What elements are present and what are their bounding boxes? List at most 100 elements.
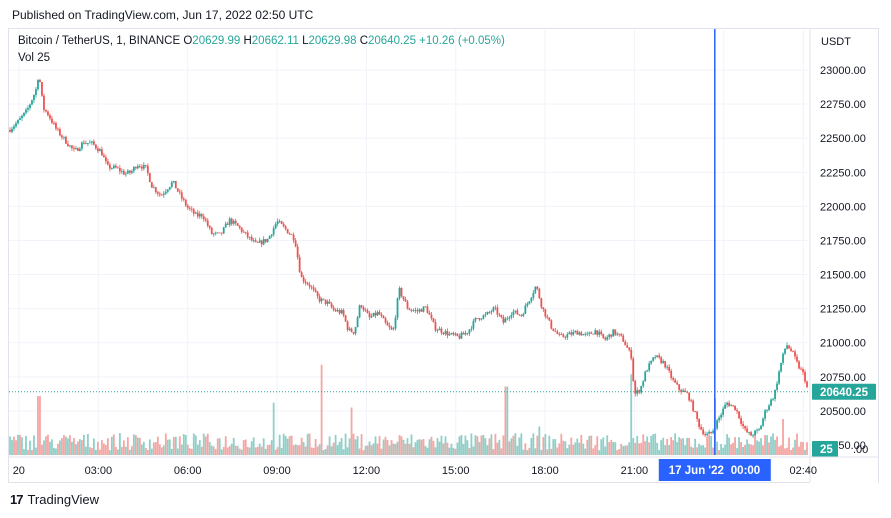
- volume-bar: [414, 442, 417, 455]
- candle-body: [180, 192, 183, 199]
- volume-bar: [632, 438, 635, 455]
- volume-bar: [49, 441, 51, 455]
- candle-body: [788, 345, 790, 349]
- candle-body: [304, 281, 307, 284]
- price-axis: [810, 29, 878, 483]
- crosshair-time-text: 00:00: [731, 465, 760, 477]
- volume-bar: [426, 447, 429, 455]
- volume-bar: [592, 448, 595, 455]
- candle-body: [114, 165, 117, 168]
- candle-body: [762, 418, 764, 426]
- candle-body: [612, 329, 615, 337]
- volume-bar: [782, 418, 784, 455]
- volume-bar: [136, 437, 139, 455]
- candle-body: [266, 238, 269, 242]
- volume-bar: [160, 447, 163, 455]
- time-tick-label: 21:00: [621, 465, 649, 477]
- volume-bar: [192, 433, 195, 455]
- candle-body: [728, 402, 730, 407]
- candle-body: [472, 320, 475, 329]
- volume-bar: [71, 441, 73, 455]
- volume-bar: [706, 436, 709, 455]
- candle-body: [138, 166, 141, 167]
- candle-body: [226, 223, 229, 225]
- volume-bar: [604, 446, 607, 455]
- volume-bar: [264, 448, 267, 455]
- volume-bar: [31, 450, 33, 455]
- volume-bar: [63, 435, 65, 455]
- volume-bar: [200, 446, 203, 455]
- volume-bar: [33, 435, 35, 455]
- volume-bar: [230, 443, 233, 455]
- candle-body: [65, 136, 67, 144]
- candle-body: [47, 111, 49, 116]
- volume-bar: [272, 402, 275, 455]
- volume-bar: [502, 435, 505, 455]
- volume-bar: [340, 438, 343, 455]
- volume-bar: [338, 441, 341, 455]
- candle-body: [182, 198, 185, 200]
- candle-body: [104, 157, 107, 162]
- candle-body: [586, 333, 589, 335]
- volume-bar: [746, 439, 748, 455]
- candle-body: [41, 82, 43, 96]
- candle-body: [682, 390, 685, 392]
- volume-bar: [81, 440, 83, 455]
- volume-bar: [378, 436, 381, 455]
- candle-body: [134, 167, 137, 169]
- candle-body: [366, 310, 369, 314]
- candles: [9, 78, 808, 438]
- candle-body: [35, 89, 37, 96]
- candle-body: [244, 231, 247, 233]
- candle-body: [102, 155, 105, 158]
- candle-body: [790, 348, 792, 351]
- tradingview-logo[interactable]: 17 TradingView: [10, 492, 99, 507]
- volume-bar: [732, 442, 734, 455]
- candle-body: [588, 332, 591, 334]
- volume-bar: [326, 445, 329, 455]
- symbol-label: Bitcoin / TetherUS, 1, BINANCE: [18, 35, 181, 47]
- candle-body: [202, 216, 205, 220]
- volume-bar: [550, 448, 553, 455]
- volume-bar: [542, 437, 545, 455]
- candle-body: [192, 209, 195, 214]
- volume-bar: [666, 438, 669, 455]
- candle-body: [756, 429, 758, 431]
- volume-bar: [516, 445, 519, 455]
- volume-bar: [166, 439, 169, 455]
- volume-bar: [344, 433, 347, 455]
- candle-body: [456, 333, 459, 337]
- candle-body: [154, 187, 157, 193]
- candle-body: [176, 188, 179, 192]
- volume-bar: [364, 446, 367, 455]
- volume-bar: [270, 440, 273, 455]
- volume-bar: [92, 438, 95, 455]
- candle-body: [642, 381, 645, 387]
- candle-body: [92, 141, 95, 145]
- crosshair-date-text: 17 Jun '22: [669, 465, 724, 477]
- candle-body: [232, 220, 235, 224]
- candle-body: [290, 234, 293, 236]
- volume-bar: [600, 439, 603, 455]
- candle-body: [494, 307, 497, 309]
- volume-bar: [190, 448, 193, 455]
- volume-bar: [382, 439, 385, 455]
- candle-body: [708, 431, 711, 434]
- candle-body: [130, 171, 133, 173]
- candle-body: [572, 331, 575, 335]
- volume-bar: [726, 434, 729, 455]
- chart-frame[interactable]: [8, 28, 879, 483]
- volume-bar: [674, 433, 677, 455]
- volume-bar: [394, 444, 397, 455]
- candle-body: [83, 142, 85, 144]
- candle-body: [110, 168, 113, 169]
- volume-bar: [152, 442, 155, 455]
- candle-body: [124, 173, 127, 175]
- candle-body: [364, 310, 367, 311]
- candle-body: [450, 332, 453, 334]
- volume-bar: [490, 434, 493, 455]
- candle-body: [422, 306, 425, 312]
- candle-body: [548, 317, 551, 321]
- volume-bar: [57, 443, 59, 455]
